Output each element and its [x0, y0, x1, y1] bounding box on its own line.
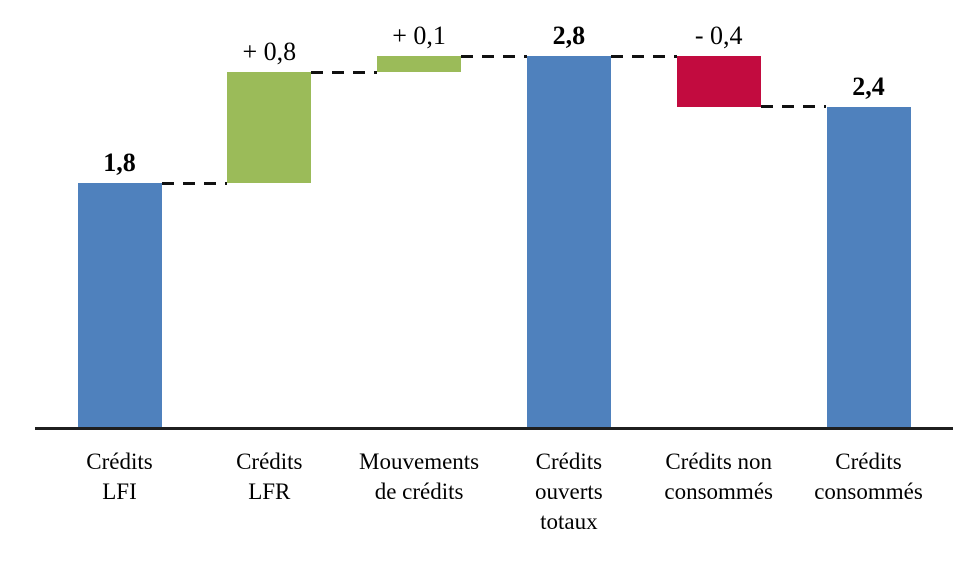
value-label-credits-ouverts-totaux: 2,8 — [552, 21, 586, 51]
axis-label-line: Crédits — [236, 449, 303, 474]
bar-mouvements-de-credits — [377, 56, 462, 73]
axis-label-credits-lfi: Crédits LFI — [42, 447, 198, 507]
axis-label-line: ouverts — [535, 479, 603, 504]
axis-label-line: de crédits — [374, 479, 464, 504]
value-label-credits-lfr: + 0,8 — [242, 37, 297, 67]
axis-label-credits-consommes: Crédits consommés — [791, 447, 947, 507]
axis-label-line: Mouvements — [359, 449, 480, 474]
axis-label-line: Crédits — [86, 449, 153, 474]
axis-label-line: Crédits — [835, 449, 902, 474]
axis-label-line: totaux — [540, 509, 598, 534]
bar-credits-non-consommes — [676, 56, 761, 107]
bar-credits-lfi — [77, 183, 162, 428]
value-label-credits-lfi: 1,8 — [103, 148, 136, 178]
axis-label-credits-lfr: Crédits LFR — [191, 447, 347, 507]
connector-dashed-line — [461, 54, 527, 58]
axis-label-line: consommés — [664, 479, 773, 504]
axis-label-line: consommés — [814, 479, 923, 504]
connector-dashed-line — [610, 54, 677, 58]
axis-label-line: Crédits non — [665, 449, 773, 474]
axis-label-mouvements-de-credits: Mouvements de crédits — [341, 447, 497, 507]
axis-label-credits-non-consommes: Crédits non consommés — [641, 447, 797, 507]
value-label-mouvements-de-credits: + 0,1 — [392, 21, 446, 51]
connector-dashed-line — [760, 105, 827, 109]
axis-label-credits-ouverts-totaux: Crédits ouverts totaux — [491, 447, 647, 537]
connector-dashed-line — [161, 181, 228, 185]
axis-label-line: LFI — [102, 479, 137, 504]
bar-credits-ouverts-totaux — [526, 56, 611, 428]
x-axis-line — [35, 427, 953, 430]
axis-label-line: LFR — [248, 479, 291, 504]
value-label-credits-non-consommes: - 0,4 — [694, 21, 743, 51]
connector-dashed-line — [311, 70, 378, 74]
value-label-credits-consommes: 2,4 — [852, 71, 885, 101]
bar-credits-lfr — [227, 72, 312, 184]
bar-credits-consommes — [826, 106, 911, 428]
axis-label-line: Crédits — [535, 449, 603, 474]
